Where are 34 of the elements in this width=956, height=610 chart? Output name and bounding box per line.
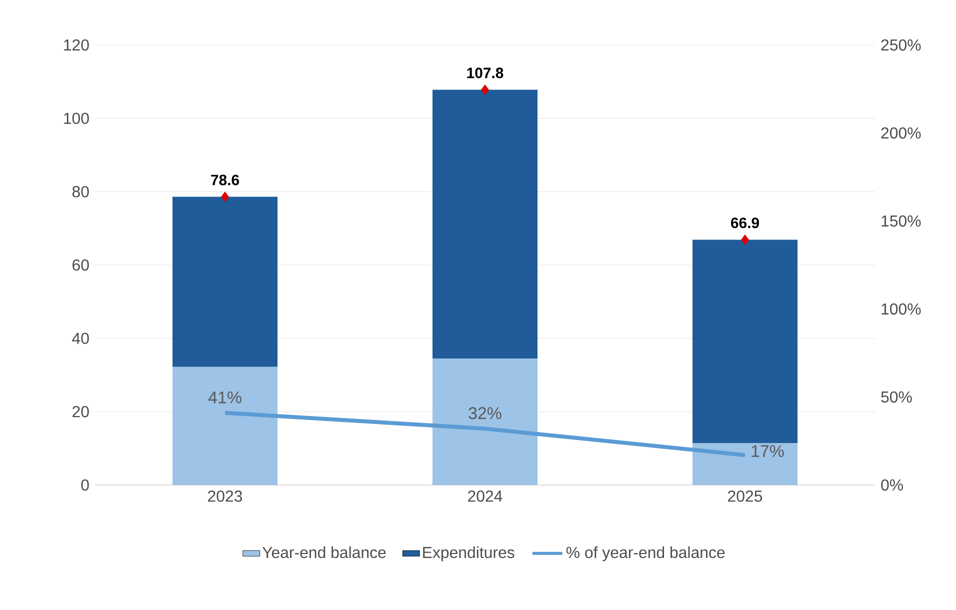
total-label: 78.6 (211, 174, 239, 186)
point (481, 84, 489, 95)
point (741, 234, 749, 245)
y-tick-label: 60 (72, 259, 89, 271)
y2-tick-label: 0% (881, 479, 903, 491)
legend-label: % of year-end balance (566, 546, 725, 562)
x-tick-label: 2025 (728, 490, 762, 502)
y-tick-label: 100 (64, 112, 89, 124)
data-label: 32% (468, 407, 502, 420)
bar (172, 196, 278, 367)
y-tick-label: 40 (72, 332, 89, 344)
bar (692, 443, 798, 485)
bar (432, 90, 538, 358)
x-tick-label: 2024 (468, 490, 502, 502)
y-tick-label: 0 (81, 479, 89, 491)
y-tick-label: 80 (72, 186, 89, 198)
bar (692, 240, 798, 444)
y2-tick-label: 150% (882, 215, 921, 227)
legend-label: Year-end balance (262, 546, 386, 558)
bar (172, 366, 278, 485)
y2-tick-label: 250% (881, 39, 921, 51)
data-label: 17% (752, 445, 784, 457)
y2-tick-label: 200% (881, 127, 921, 139)
total-label: 66.9 (731, 218, 759, 228)
y-tick-label: 120 (64, 39, 89, 51)
y2-tick-label: 50% (881, 391, 912, 403)
point (221, 192, 229, 202)
total-label: 107.8 (467, 68, 504, 78)
legend-label: Expenditures (423, 546, 514, 562)
y-tick-label: 20 (72, 406, 89, 418)
x-tick-label: 2023 (208, 490, 242, 502)
bar (432, 358, 538, 485)
data-label: 41% (208, 391, 242, 404)
y2-tick-label: 100% (882, 303, 921, 315)
